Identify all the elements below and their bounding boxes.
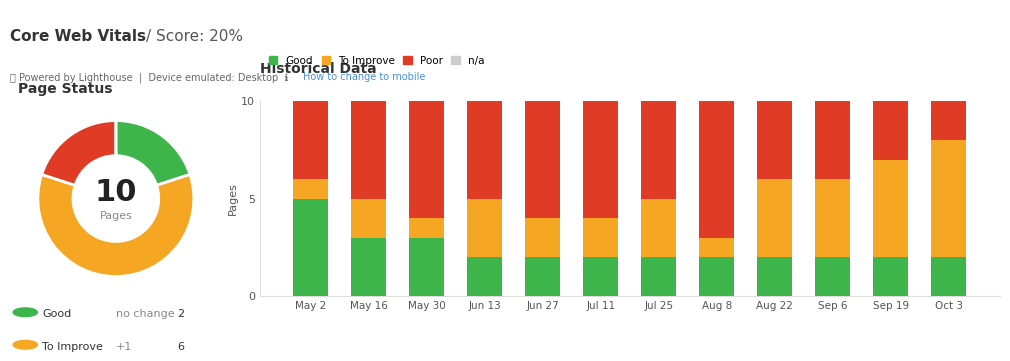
Text: 10: 10 [95, 178, 137, 207]
Bar [641, 257, 676, 296]
Bar [525, 218, 561, 257]
Text: 2: 2 [177, 309, 184, 319]
Text: Pages: Pages [99, 211, 132, 221]
Bar [584, 257, 618, 296]
Bar [758, 179, 792, 257]
Bar [699, 238, 734, 257]
Bar [931, 101, 967, 140]
Bar [293, 101, 328, 179]
Bar [584, 101, 618, 218]
Bar [525, 101, 561, 218]
Bar [293, 179, 328, 199]
Bar [641, 101, 676, 199]
Bar [758, 101, 792, 179]
Bar [525, 257, 561, 296]
Bar [351, 101, 386, 199]
Bar [874, 101, 908, 160]
Bar [409, 101, 444, 218]
Bar [815, 179, 850, 257]
Text: 6: 6 [177, 342, 184, 352]
Bar [699, 257, 734, 296]
Bar [931, 257, 967, 296]
Text: Historical Data: Historical Data [260, 62, 377, 76]
Wedge shape [37, 174, 194, 277]
Wedge shape [116, 121, 190, 185]
Wedge shape [41, 121, 116, 185]
Legend: Good, To Improve, Poor, n/a: Good, To Improve, Poor, n/a [265, 52, 489, 70]
Text: To Improve: To Improve [42, 342, 103, 352]
Bar [931, 140, 967, 257]
Bar [641, 199, 676, 257]
Bar [468, 199, 502, 257]
Bar [293, 199, 328, 296]
Text: Page Status: Page Status [18, 82, 113, 96]
Bar [815, 101, 850, 179]
Text: +1: +1 [116, 342, 132, 352]
Text: no change: no change [116, 309, 175, 319]
Bar [874, 257, 908, 296]
Y-axis label: Pages: Pages [228, 182, 238, 215]
Text: How to change to mobile: How to change to mobile [303, 72, 425, 82]
Bar [468, 101, 502, 199]
Text: Core Web Vitals: Core Web Vitals [10, 29, 146, 44]
Bar [874, 160, 908, 257]
Bar [584, 218, 618, 257]
Text: Good: Good [42, 309, 72, 319]
Bar [409, 238, 444, 296]
Bar [409, 218, 444, 238]
Bar [699, 101, 734, 238]
Bar [758, 257, 792, 296]
Bar [351, 199, 386, 238]
Text: / Score: 20%: / Score: 20% [146, 29, 243, 44]
Bar [815, 257, 850, 296]
Bar [351, 238, 386, 296]
Bar [468, 257, 502, 296]
Text: 🔴 Powered by Lighthouse  |  Device emulated: Desktop  ℹ: 🔴 Powered by Lighthouse | Device emulate… [10, 72, 288, 83]
